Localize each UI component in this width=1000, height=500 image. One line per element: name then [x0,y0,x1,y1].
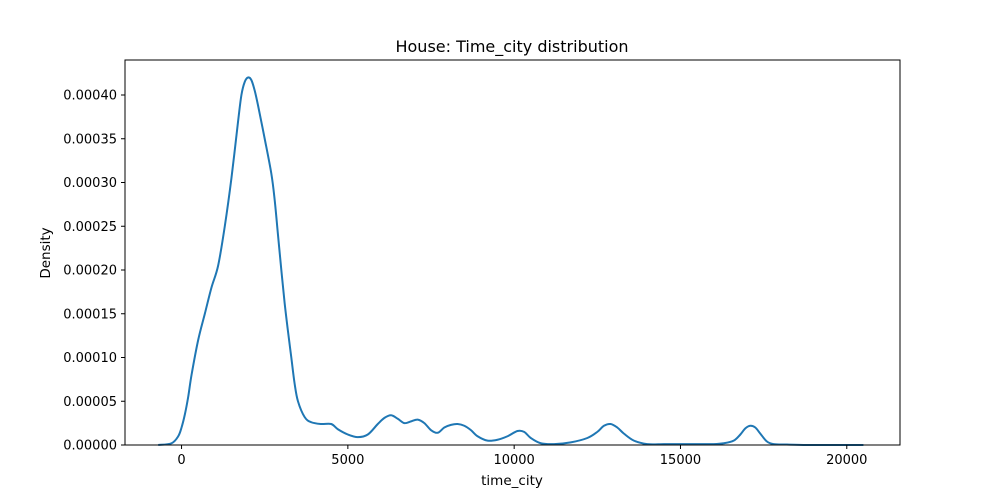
x-tick-label: 5000 [331,453,364,468]
x-tick-label: 15000 [660,453,701,468]
density-curve [158,76,864,446]
x-tick-label: 0 [177,453,185,468]
y-tick-label: 0.00030 [63,176,117,191]
x-tick-label: 10000 [493,453,534,468]
y-tick-label: 0.00005 [63,395,117,410]
x-axis: 0 5000 10000 15000 20000 [177,445,867,468]
y-tick-label: 0.00025 [63,220,117,235]
y-tick-label: 0.00010 [63,351,117,366]
x-axis-label: time_city [481,473,543,489]
plot-frame [124,59,901,446]
y-tick-label: 0.00040 [63,89,117,104]
chart-title: House: Time_city distribution [395,37,628,57]
y-tick-label: 0.00000 [63,439,117,454]
plot-area [158,76,864,446]
y-tick-label: 0.00020 [63,264,117,279]
y-tick-label: 0.00035 [63,132,117,147]
x-tick-label: 20000 [826,453,867,468]
y-axis: 0.00000 0.00005 0.00010 0.00015 0.00020 0.000… [63,89,125,454]
y-axis-label: Density [38,227,54,278]
y-tick-label: 0.00015 [63,307,117,322]
